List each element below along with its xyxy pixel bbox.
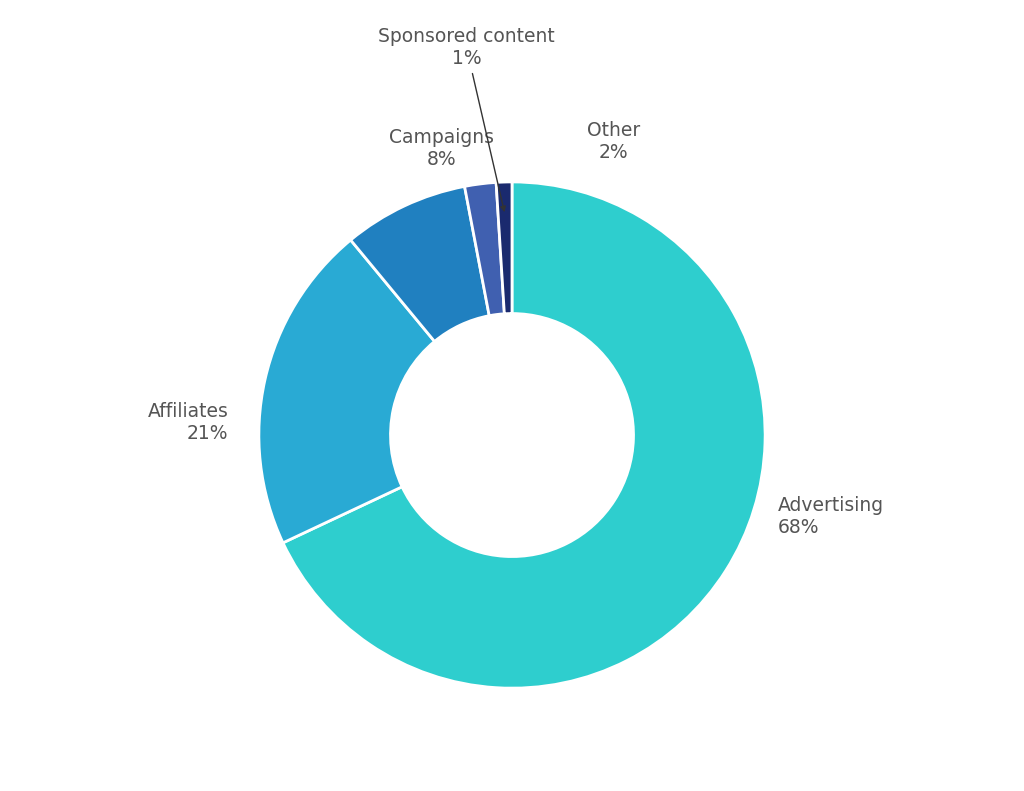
Text: Other
2%: Other 2%	[587, 121, 640, 161]
Wedge shape	[259, 240, 434, 543]
Wedge shape	[465, 183, 505, 316]
Text: Sponsored content
1%: Sponsored content 1%	[378, 27, 555, 210]
Wedge shape	[350, 187, 489, 342]
Text: Affiliates
21%: Affiliates 21%	[147, 402, 228, 443]
Text: Advertising
68%: Advertising 68%	[778, 495, 884, 536]
Text: Campaigns
8%: Campaigns 8%	[389, 128, 494, 169]
Wedge shape	[283, 182, 765, 688]
Wedge shape	[496, 182, 512, 314]
